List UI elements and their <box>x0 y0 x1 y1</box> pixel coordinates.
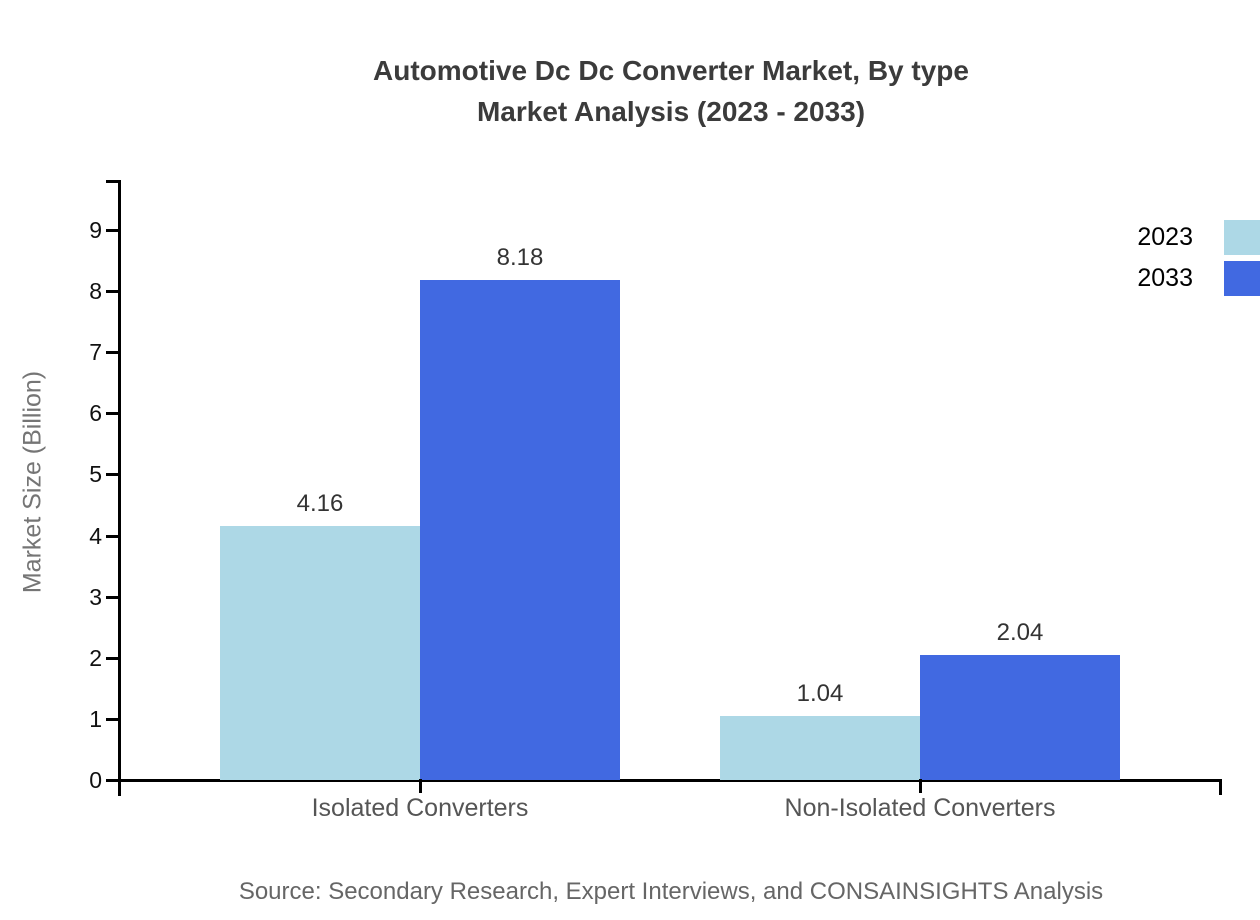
y-tick-mark <box>106 412 120 415</box>
y-tick-label: 8 <box>89 278 102 304</box>
bar-2033-2 <box>920 655 1120 780</box>
y-axis-line <box>118 180 121 796</box>
bar-value-label: 4.16 <box>296 490 344 517</box>
y-tick-label: 9 <box>89 217 102 243</box>
bar-2033-1 <box>420 280 620 780</box>
y-tick-label: 6 <box>89 400 102 426</box>
y-axis-top-cap <box>106 180 120 183</box>
y-tick-mark <box>106 351 120 354</box>
chart-title-line2: Market Analysis (2023 - 2033) <box>476 96 866 127</box>
y-tick-label: 7 <box>89 339 102 365</box>
x-axis-category-label: Isolated Converters <box>311 794 529 822</box>
y-tick-mark <box>106 473 120 476</box>
legend-swatch-2023 <box>1224 220 1260 255</box>
bar-2023-1 <box>220 526 420 780</box>
y-tick-label: 3 <box>89 584 102 610</box>
x-axis-end-tick <box>1219 779 1222 795</box>
y-tick-mark <box>106 779 120 782</box>
chart-title-line1: Automotive Dc Dc Converter Market, By ty… <box>373 55 969 86</box>
legend-label-2023: 2023 <box>1137 223 1193 251</box>
bar-2023-2 <box>720 716 920 780</box>
legend-swatch-2033 <box>1224 261 1260 296</box>
y-tick-mark <box>106 657 120 660</box>
y-tick-mark <box>106 290 120 293</box>
bar-value-label: 8.18 <box>496 244 544 271</box>
x-tick-mark <box>419 779 422 793</box>
y-tick-mark <box>106 596 120 599</box>
chart-title: Automotive Dc Dc Converter Market, By ty… <box>120 50 1222 132</box>
bar-value-label: 1.04 <box>796 680 844 707</box>
y-tick-mark <box>106 535 120 538</box>
source-note: Source: Secondary Research, Expert Inter… <box>238 878 1104 905</box>
y-tick-label: 5 <box>89 461 102 487</box>
bar-value-label: 2.04 <box>996 619 1044 646</box>
y-tick-mark <box>106 718 120 721</box>
y-tick-mark <box>106 229 120 232</box>
x-tick-mark <box>919 779 922 793</box>
y-tick-label: 2 <box>89 645 102 671</box>
legend-label-2033: 2033 <box>1137 264 1193 292</box>
y-tick-label: 4 <box>89 523 102 549</box>
y-tick-label: 1 <box>89 706 102 732</box>
x-axis-category-label: Non-Isolated Converters <box>784 794 1056 822</box>
y-tick-label: 0 <box>89 767 102 793</box>
x-axis-line <box>118 779 1222 782</box>
